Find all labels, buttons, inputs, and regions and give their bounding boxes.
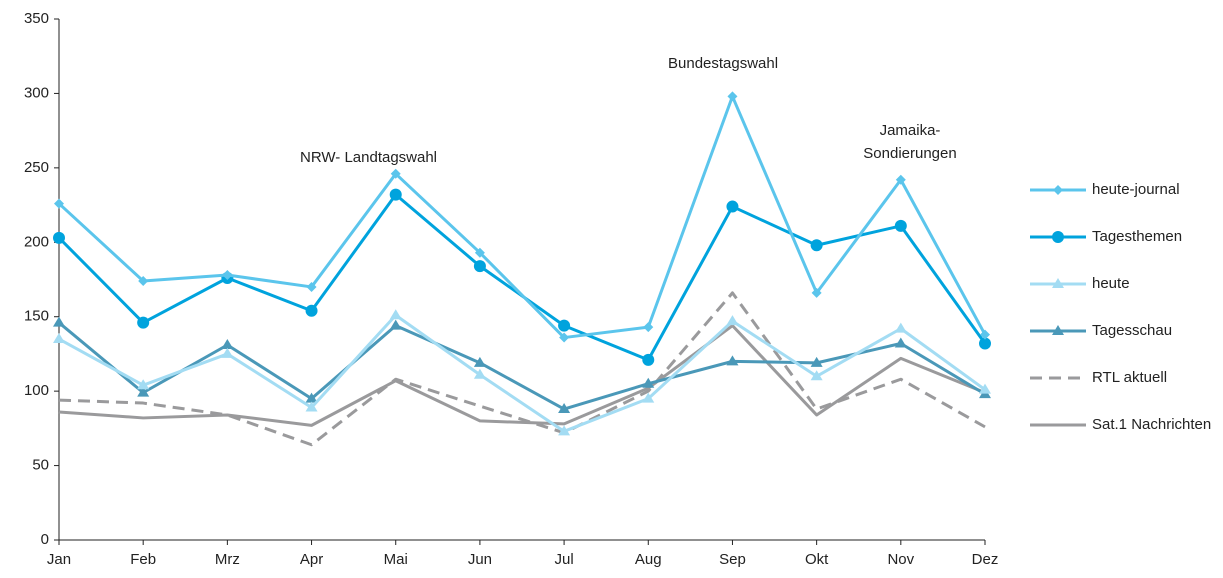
- marker: [53, 316, 65, 327]
- y-tick-label: 350: [24, 10, 49, 27]
- y-tick-label: 50: [32, 457, 49, 474]
- marker: [473, 260, 486, 273]
- x-tick-label: Aug: [635, 551, 662, 568]
- marker: [390, 168, 401, 179]
- marker: [305, 392, 318, 403]
- marker: [979, 337, 991, 350]
- series-line: [58, 321, 986, 411]
- marker: [1052, 231, 1064, 243]
- marker: [980, 329, 990, 340]
- marker: [810, 370, 823, 381]
- series-line: [58, 291, 986, 447]
- marker: [642, 353, 655, 366]
- legend-label: Tagesschau: [1092, 322, 1173, 339]
- y-tick-label: 200: [24, 233, 49, 250]
- x-tick-label: Feb: [130, 551, 156, 568]
- x-tick-label: Jun: [468, 551, 492, 568]
- annotation: Jamaika- Sondierungen: [863, 122, 957, 162]
- series-line: [58, 313, 986, 433]
- annotation: Bundestagswahl: [668, 55, 779, 72]
- x-tick-label: Okt: [805, 551, 829, 568]
- marker: [54, 198, 64, 209]
- marker: [979, 383, 991, 394]
- marker: [221, 347, 234, 358]
- marker: [726, 315, 739, 326]
- marker: [1052, 325, 1064, 335]
- x-tick-label: Mrz: [215, 551, 240, 568]
- marker: [810, 356, 823, 367]
- marker: [474, 247, 485, 258]
- marker: [53, 333, 65, 344]
- x-tick-label: Sep: [719, 551, 746, 568]
- marker: [1053, 185, 1063, 195]
- marker: [305, 401, 318, 412]
- y-tick-label: 150: [24, 308, 49, 325]
- marker: [306, 281, 317, 292]
- marker: [138, 275, 149, 286]
- marker: [222, 270, 233, 281]
- marker: [895, 174, 906, 185]
- x-tick-label: Mai: [384, 551, 408, 568]
- marker: [558, 425, 571, 436]
- marker: [643, 322, 654, 333]
- legend-label: heute: [1092, 275, 1130, 292]
- x-tick-label: Jul: [554, 551, 573, 568]
- marker: [137, 386, 150, 397]
- legend-label: heute-journal: [1092, 181, 1180, 198]
- marker: [473, 356, 486, 367]
- x-tick-label: Apr: [300, 551, 323, 568]
- y-tick-label: 250: [24, 159, 49, 176]
- marker: [811, 287, 822, 298]
- marker: [305, 304, 318, 317]
- y-tick-label: 100: [24, 382, 49, 399]
- marker: [810, 239, 823, 252]
- legend-label: Sat.1 Nachrichten: [1092, 416, 1212, 433]
- marker: [389, 309, 402, 320]
- marker: [894, 219, 907, 232]
- marker: [642, 392, 655, 403]
- marker: [558, 319, 571, 332]
- marker: [389, 319, 402, 330]
- marker: [559, 332, 570, 343]
- x-tick-label: Nov: [887, 551, 914, 568]
- y-tick-label: 300: [24, 84, 49, 101]
- legend-label: Tagesthemen: [1092, 228, 1183, 245]
- marker: [726, 355, 739, 366]
- marker: [894, 322, 907, 333]
- annotation: NRW- Landtagswahl: [300, 149, 438, 166]
- x-tick-label: Jan: [47, 551, 71, 568]
- marker: [642, 377, 655, 388]
- legend-label: RTL aktuell: [1092, 369, 1168, 386]
- marker: [726, 200, 739, 213]
- marker: [137, 379, 150, 390]
- marker: [1052, 278, 1064, 288]
- marker: [558, 403, 571, 414]
- series-line: [57, 94, 987, 340]
- marker: [389, 188, 402, 201]
- marker: [473, 368, 486, 379]
- x-tick-label: Dez: [972, 551, 999, 568]
- marker: [727, 91, 738, 102]
- marker: [137, 316, 150, 329]
- y-tick-label: 0: [41, 531, 49, 548]
- marker: [221, 338, 234, 349]
- marker: [894, 337, 907, 348]
- marker: [53, 231, 65, 244]
